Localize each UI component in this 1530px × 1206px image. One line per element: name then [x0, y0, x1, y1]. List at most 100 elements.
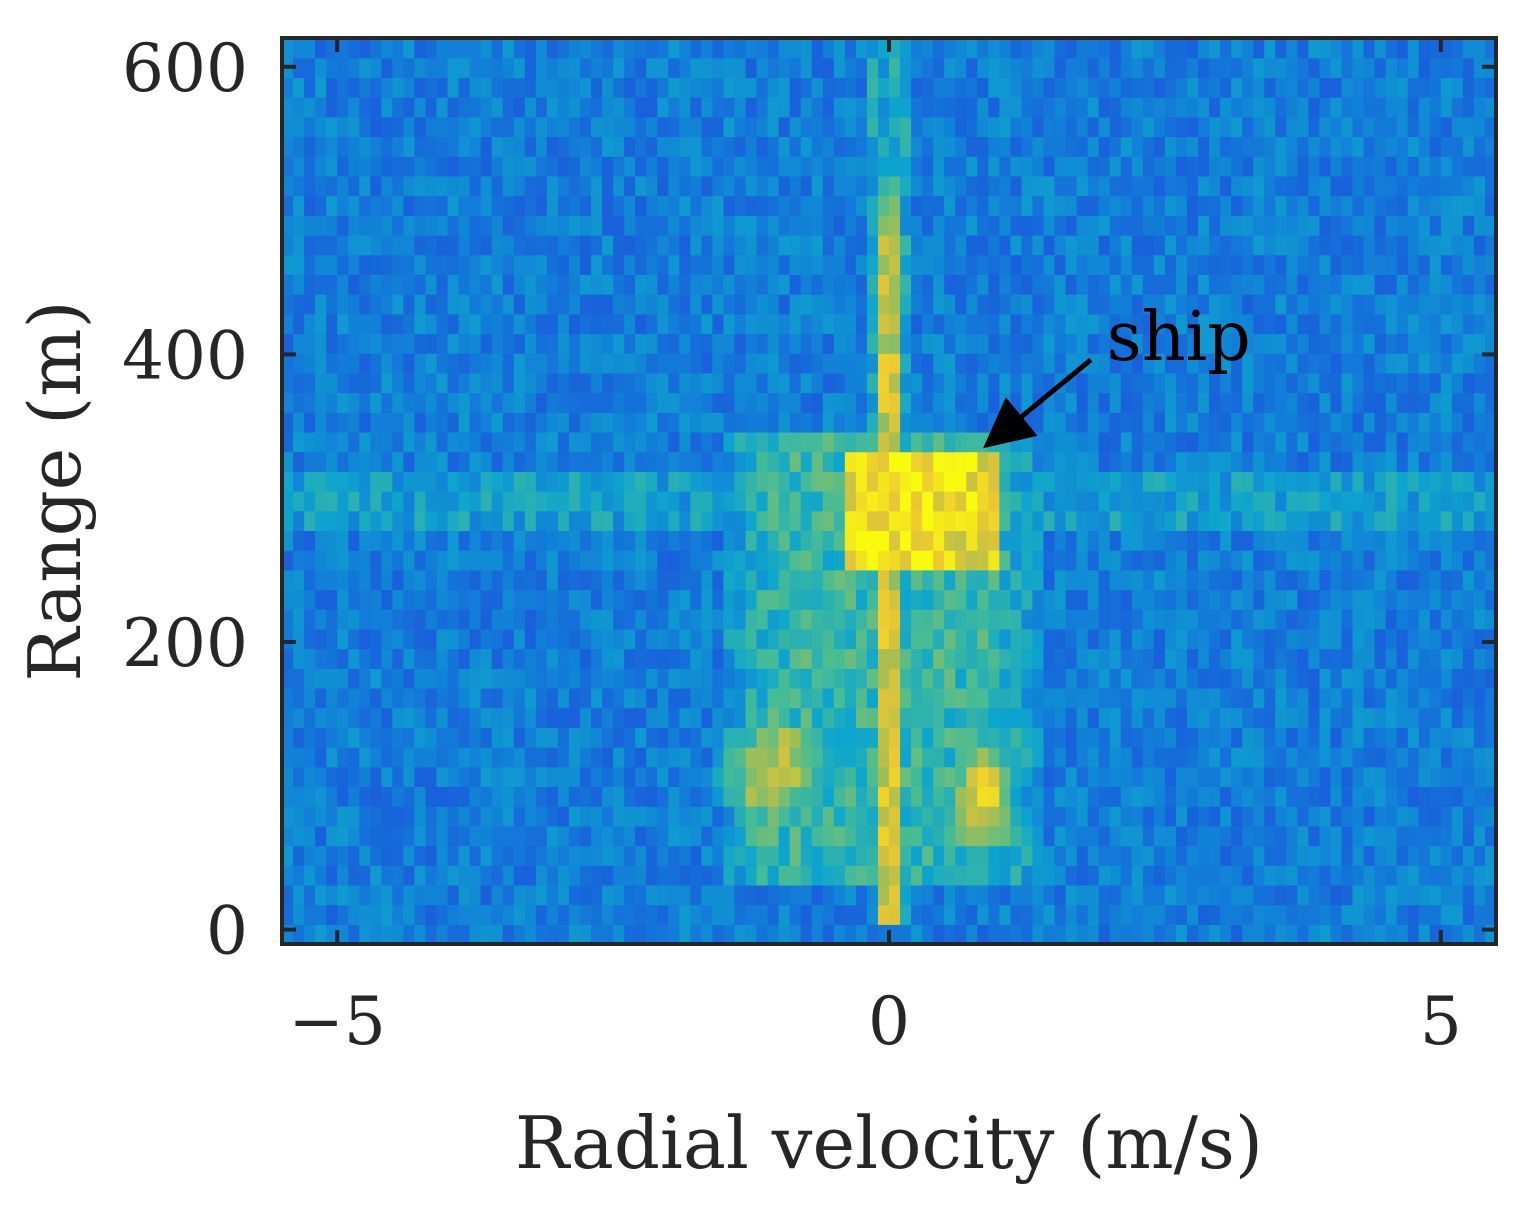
heatmap-cell	[922, 97, 934, 118]
heatmap-cell	[877, 924, 890, 944]
heatmap-cell	[933, 491, 945, 512]
heatmap-cell	[359, 687, 371, 709]
heatmap-cell	[348, 648, 360, 669]
heatmap-cell	[447, 825, 460, 847]
heatmap-cell	[734, 845, 747, 866]
heatmap-cell	[800, 254, 813, 275]
heatmap-cell	[723, 569, 736, 591]
heatmap-cell	[304, 904, 316, 925]
heatmap-cell	[304, 865, 316, 886]
heatmap-cell	[1220, 510, 1232, 531]
heatmap-cell	[1087, 747, 1100, 768]
heatmap-cell	[1374, 333, 1387, 354]
heatmap-cell	[866, 865, 879, 886]
heatmap-cell	[392, 924, 404, 944]
heatmap-cell	[337, 707, 349, 728]
heatmap-cell	[1043, 215, 1056, 236]
heatmap-cell	[1352, 234, 1365, 256]
heatmap-cell	[546, 136, 559, 157]
heatmap-cell	[568, 451, 581, 472]
heatmap-cell	[778, 806, 791, 827]
heatmap-cell	[1286, 254, 1298, 275]
heatmap-cell	[348, 510, 360, 531]
heatmap-cells	[282, 38, 1496, 944]
heatmap-cell	[1352, 727, 1365, 748]
heatmap-cell	[1297, 392, 1309, 413]
heatmap-cell	[877, 471, 890, 492]
heatmap-cell	[1275, 136, 1287, 157]
heatmap-cell	[999, 884, 1011, 906]
heatmap-cell	[668, 116, 680, 138]
heatmap-cell	[1275, 372, 1287, 394]
heatmap-cell	[767, 294, 780, 315]
heatmap-cell	[635, 510, 647, 531]
heatmap-cell	[646, 884, 658, 906]
heatmap-cell	[1021, 372, 1034, 394]
heatmap-cell	[999, 195, 1011, 216]
heatmap-cell	[1087, 274, 1100, 295]
heatmap-cell	[381, 904, 393, 925]
heatmap-cell	[1054, 156, 1067, 177]
heatmap-cell	[1153, 156, 1166, 177]
heatmap-cell	[557, 77, 570, 98]
heatmap-cell	[789, 116, 802, 138]
heatmap-cell	[1076, 156, 1089, 177]
heatmap-cell	[1153, 589, 1166, 610]
heatmap-cell	[337, 57, 349, 78]
heatmap-cell	[811, 313, 824, 335]
heatmap-cell	[1341, 313, 1354, 335]
heatmap-cell	[745, 550, 758, 571]
heatmap-cell	[513, 727, 526, 748]
heatmap-cell	[988, 865, 1000, 886]
heatmap-cell	[1429, 77, 1442, 98]
heatmap-cell	[866, 628, 879, 650]
heatmap-cell	[833, 786, 846, 807]
heatmap-cell	[1231, 353, 1243, 374]
heatmap-cell	[866, 530, 879, 551]
heatmap-cell	[1341, 234, 1354, 256]
heatmap-cell	[955, 884, 967, 906]
heatmap-cell	[1142, 609, 1155, 630]
heatmap-cell	[723, 510, 736, 531]
heatmap-cell	[657, 412, 669, 433]
heatmap-cell	[844, 392, 857, 413]
heatmap-cell	[1407, 313, 1420, 335]
heatmap-cell	[546, 589, 559, 610]
heatmap-cell	[723, 609, 736, 630]
heatmap-cell	[1253, 884, 1265, 906]
heatmap-cell	[1363, 372, 1376, 394]
heatmap-cell	[1363, 510, 1376, 531]
heatmap-cell	[1142, 175, 1155, 197]
heatmap-cell	[1021, 569, 1034, 591]
heatmap-cell	[1451, 589, 1464, 610]
heatmap-cell	[745, 294, 758, 315]
heatmap-cell	[513, 392, 526, 413]
heatmap-cell	[315, 333, 327, 354]
heatmap-cell	[889, 550, 901, 571]
heatmap-cell	[877, 392, 890, 413]
heatmap-cell	[1473, 786, 1486, 807]
heatmap-cell	[348, 333, 360, 354]
heatmap-cell	[1352, 589, 1365, 610]
heatmap-cell	[1407, 747, 1420, 768]
heatmap-cell	[414, 38, 427, 59]
heatmap-cell	[922, 431, 934, 453]
heatmap-cell	[822, 412, 835, 433]
heatmap-cell	[900, 687, 912, 709]
heatmap-cell	[1286, 825, 1298, 847]
heatmap-cell	[833, 904, 846, 925]
heatmap-cell	[1021, 707, 1034, 728]
heatmap-cell	[646, 825, 658, 847]
heatmap-cell	[326, 609, 338, 630]
heatmap-cell	[304, 254, 316, 275]
heatmap-cell	[1120, 766, 1133, 788]
heatmap-cell	[337, 491, 349, 512]
heatmap-cell	[1462, 234, 1475, 256]
heatmap-cell	[447, 747, 460, 768]
heatmap-cell	[789, 707, 802, 728]
heatmap-cell	[458, 668, 471, 689]
heatmap-cell	[348, 412, 360, 433]
heatmap-cell	[679, 786, 691, 807]
heatmap-cell	[1418, 195, 1431, 216]
heatmap-cell	[557, 825, 570, 847]
